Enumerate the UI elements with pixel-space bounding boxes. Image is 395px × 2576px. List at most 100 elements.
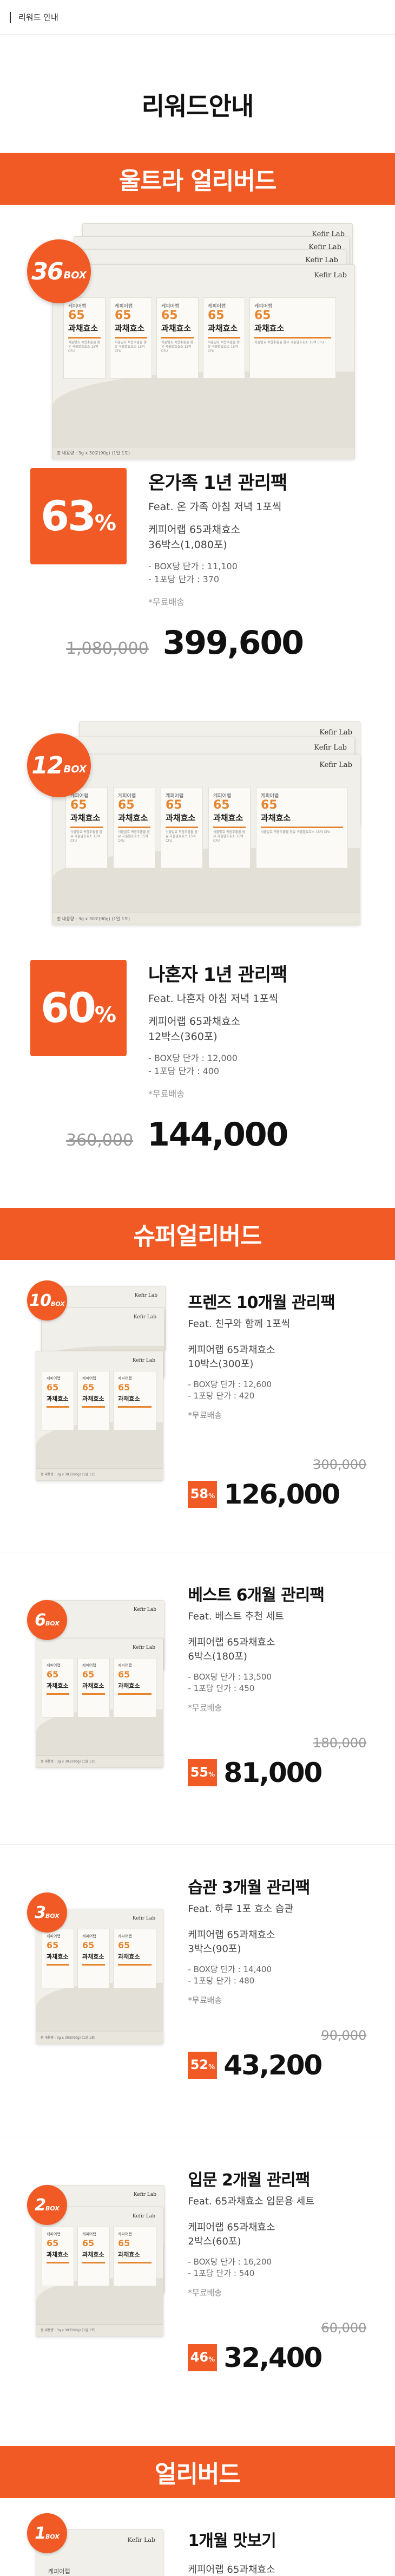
front-box: Kefir Lab 케피어랩 65 과채효소 케피어랩 65 과채효소 케피어랩 65 과채… — [36, 2207, 163, 2337]
package-info: 습관 3개월 관리팩 Feat. 하루 1포 효소 습관 케피어랩 65과채효소… — [188, 1874, 367, 2137]
sale-price: 43,200 — [223, 2050, 322, 2081]
package-item-3box[interactable]: Kefir Lab 케피어랩 65 과채효소 케피어랩 65 과채효소 케피어랩 65 과채… — [0, 1845, 395, 2137]
discount-badge: 60% — [30, 960, 127, 1056]
section-banner-early: 얼리버드 — [0, 2446, 395, 2498]
original-price: 1,080,000 — [66, 639, 149, 658]
front-box: Kefir Lab 케피어랩 65 과채효소 식물발효 복합추출물 함유 곡물발효효소… — [52, 264, 355, 459]
package-item-1box[interactable]: Kefir Lab 케피어랩 65 과채효소 식물발효 복합추출물 함유 곡물발… — [0, 2498, 395, 2576]
package-feature: Feat. 나혼자 아침 저녁 1포씩 — [148, 993, 279, 1005]
quantity-badge: 12 BOX — [27, 733, 91, 797]
package-feature: Feat. 친구와 함께 1포씩 — [188, 1318, 291, 1330]
package-title: 입문 2개월 관리팩 — [188, 2171, 310, 2190]
unit-prices: - BOX당 단가 : 12,600- 1포당 단가 : 420 — [188, 1380, 272, 1401]
brand-logo: Kefir Lab — [314, 271, 347, 279]
shipping-note: *무료배송 — [188, 1703, 222, 1713]
quantity-badge: 3 BOX — [27, 1892, 67, 1933]
shipping-note: *무료배송 — [148, 1089, 185, 1099]
package-feature: Feat. 65과채효소 입문용 세트 — [188, 2196, 314, 2207]
unit-prices: - BOX당 단가 : 13,500- 1포당 단가 : 450 — [188, 1672, 272, 1693]
product-image: Kefir Lab Kefir Lab 케피어랩 65 과채효소 케피어랩 65 과채효… — [27, 2163, 164, 2358]
package-description: 케피어랩 65과채효소 10박스(300포) — [188, 1344, 275, 1370]
page-title: 리워드안내 — [141, 92, 254, 121]
package-title: 베스트 6개월 관리팩 — [188, 1586, 325, 1605]
shipping-note: *무료배송 — [148, 597, 185, 607]
package-item-36box[interactable]: Kefir Lab Kefir Lab Kefir Lab Kefir Lab … — [0, 223, 395, 662]
package-description: 케피어랩 65과채효소 2박스(60포) — [188, 2222, 275, 2247]
package-item-10box[interactable]: Kefir Lab Kefir Lab Kefir Lab 케피어랩 65 과채효소… — [0, 1260, 395, 1552]
product-image: Kefir Lab Kefir Lab 케피어랩 65 과채효소 케피어랩 65 과채효… — [27, 1578, 164, 1773]
shipping-note: *무료배송 — [188, 2288, 222, 2298]
package-title: 온가족 1년 관리팩 — [148, 472, 287, 494]
quantity-badge: 36 BOX — [27, 239, 91, 303]
package-feature: Feat. 하루 1포 효소 습관 — [188, 1903, 293, 1915]
package-feature: Feat. 베스트 추천 세트 — [188, 1611, 284, 1622]
package-feature: Feat. 온 가족 아침 저녁 1포씩 — [148, 501, 282, 513]
original-price: 60,000 — [321, 2320, 367, 2336]
section-title: 얼리버드 — [155, 2461, 241, 2488]
front-box: Kefir Lab 케피어랩 65 과채효소 식물발효 복합추출물 함유 곡물발효효소… — [52, 754, 360, 925]
discount-badge: 63% — [30, 468, 127, 564]
price-row: 1,080,000 399,600 — [66, 624, 365, 662]
discount-badge: 52% — [188, 2052, 218, 2079]
super-item-list: Kefir Lab Kefir Lab Kefir Lab 케피어랩 65 과채효소… — [0, 1260, 395, 2430]
package-item-6box[interactable]: Kefir Lab Kefir Lab 케피어랩 65 과채효소 케피어랩 65 과채효… — [0, 1552, 395, 1845]
section-banner-ultra: 울트라 얼리버드 — [0, 153, 395, 205]
package-info: 프렌즈 10개월 관리팩 Feat. 친구와 함께 1포씩 케피어랩 65과채효… — [188, 1289, 367, 1552]
sale-price: 126,000 — [223, 1479, 340, 1510]
package-description: 케피어랩 65과채효소1박스(30포) — [188, 2564, 275, 2575]
original-price: 360,000 — [66, 1131, 134, 1150]
discount-badge: 46% — [188, 2344, 218, 2371]
quantity-badge: 1 BOX — [27, 2513, 67, 2553]
unit-prices: - BOX당 단가 : 12,000- 1포당 단가 : 400 — [148, 1053, 238, 1076]
package-item-2box[interactable]: Kefir Lab Kefir Lab 케피어랩 65 과채효소 케피어랩 65 과채효… — [0, 2137, 395, 2430]
shipping-note: *무료배송 — [188, 1995, 222, 2005]
brand-logo: Kefir Lab — [319, 761, 352, 769]
original-price: 300,000 — [313, 1457, 367, 1472]
package-description: 케피어랩 65과채효소 36박스(1,080포) — [148, 524, 241, 551]
unit-prices: - BOX당 단가 : 11,100- 1포당 단가 : 370 — [148, 561, 238, 584]
package-title: 프렌즈 10개월 관리팩 — [188, 1293, 335, 1312]
divider — [10, 11, 11, 23]
front-box: Kefir Lab 케피어랩 65 과채효소 케피어랩 65 과채효소 케피어랩 65 과채… — [36, 1351, 163, 1481]
price-row: 360,000 144,000 — [66, 1116, 365, 1154]
sale-price: 399,600 — [162, 624, 304, 662]
product-image-36box: Kefir Lab Kefir Lab Kefir Lab Kefir Lab … — [27, 223, 366, 461]
sale-price: 144,000 — [147, 1116, 288, 1154]
package-title: 1개월 맛보기 — [188, 2532, 276, 2551]
product-image: Kefir Lab 케피어랩 65 과채효소 케피어랩 65 과채효소 케피어랩 65 과채… — [27, 1871, 164, 2066]
sale-price: 81,000 — [223, 1757, 322, 1788]
unit-prices: - BOX당 단가 : 16,200- 1포당 단가 : 540 — [188, 2257, 272, 2278]
quantity-badge: 6 BOX — [27, 1600, 67, 1640]
package-title: 습관 3개월 관리팩 — [188, 1878, 310, 1897]
package-info: 입문 2개월 관리팩 Feat. 65과채효소 입문용 세트 케피어랩 65과채… — [188, 2167, 367, 2430]
section-banner-super: 슈퍼얼리버드 — [0, 1208, 395, 1260]
package-item-12box[interactable]: Kefir Lab Kefir Lab Kefir Lab 케피어랩 65 과채효소… — [0, 721, 395, 1154]
front-box: Kefir Lab 케피어랩 65 과채효소 케피어랩 65 과채효소 케피어랩 65 과채… — [36, 1638, 163, 1768]
quantity-badge: 10 BOX — [27, 1280, 67, 1320]
product-image-12box: Kefir Lab Kefir Lab Kefir Lab 케피어랩 65 과채효소… — [27, 721, 366, 927]
quantity-badge: 2 BOX — [27, 2185, 67, 2225]
package-description: 케피어랩 65과채효소 12박스(360포) — [148, 1016, 241, 1043]
section-title: 슈퍼얼리버드 — [133, 1222, 262, 1250]
product-image: Kefir Lab Kefir Lab Kefir Lab 케피어랩 65 과채효소… — [27, 1280, 166, 1481]
package-info: 베스트 6개월 관리팩 Feat. 베스트 추천 세트 케피어랩 65과채효소 6… — [188, 1582, 367, 1844]
section-title: 울트라 얼리버드 — [119, 167, 277, 195]
original-price: 90,000 — [321, 2028, 367, 2043]
discount-badge: 55% — [188, 1759, 218, 1786]
product-image: Kefir Lab 케피어랩 65 과채효소 식물발효 복합추출물 함유 곡물발… — [27, 2513, 164, 2576]
front-box: Kefir Lab 케피어랩 65 과채효소 케피어랩 65 과채효소 케피어랩 65 과채… — [36, 1909, 163, 2044]
original-price: 180,000 — [313, 1735, 367, 1751]
unit-prices: - BOX당 단가 : 14,400- 1포당 단가 : 480 — [188, 1964, 272, 1986]
shipping-note: *무료배송 — [188, 1410, 222, 1420]
package-info: 63% 온가족 1년 관리팩 Feat. 온 가족 아침 저녁 1포씩 케피어랩… — [30, 468, 365, 608]
package-description: 케피어랩 65과채효소 3박스(90포) — [188, 1929, 275, 1955]
package-title: 나혼자 1년 관리팩 — [148, 964, 287, 986]
top-bar-title: 리워드 안내 — [18, 12, 58, 22]
discount-badge: 58% — [188, 1481, 218, 1508]
package-info: 1개월 맛보기 케피어랩 65과채효소1박스(30포) - BOX당 단가 : … — [188, 2527, 365, 2576]
top-bar: 리워드 안내 — [0, 0, 395, 35]
package-description: 케피어랩 65과채효소 6박스(180포) — [188, 1637, 275, 1662]
sale-price: 32,400 — [223, 2342, 322, 2373]
package-info: 60% 나혼자 1년 관리팩 Feat. 나혼자 아침 저녁 1포씩 케피어랩 … — [30, 960, 365, 1100]
